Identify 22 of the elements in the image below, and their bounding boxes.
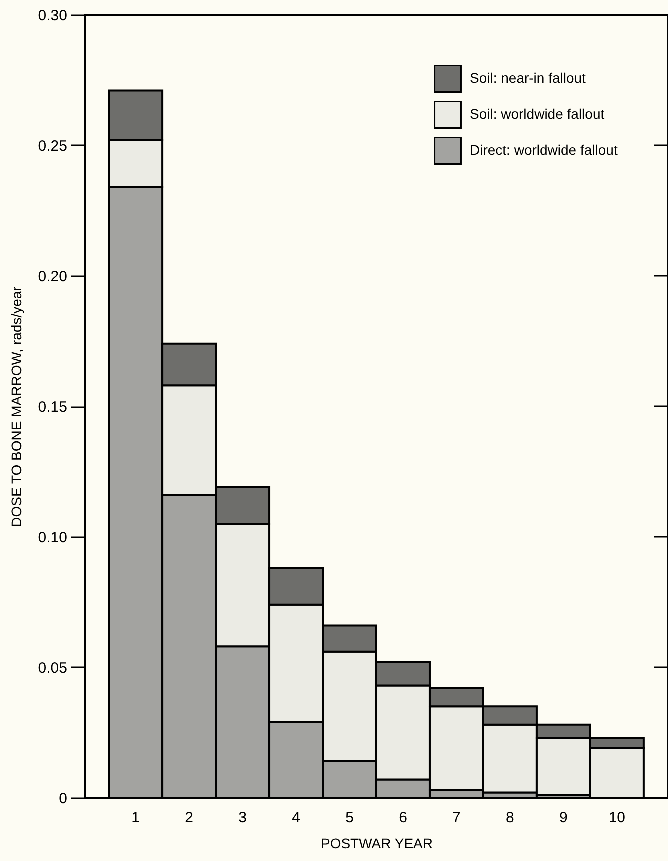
x-tick-label: 3: [238, 810, 247, 826]
x-tick-label: 9: [560, 810, 568, 826]
x-tick-label: 4: [292, 810, 300, 826]
y-tick-label: 0.15: [38, 399, 68, 416]
y-tick-label: 0.05: [38, 660, 68, 677]
legend-label: Soil: near-in fallout: [470, 70, 586, 86]
x-tick-label: 5: [346, 810, 354, 826]
x-tick-label: 2: [185, 810, 194, 826]
legend-label: Direct: worldwide fallout: [470, 142, 618, 158]
y-tick-label: 0.20: [38, 268, 68, 286]
y-tick-label: 0.25: [38, 138, 68, 155]
x-tick-label: 8: [506, 810, 514, 826]
x-axis-title: POSTWAR YEAR: [320, 836, 434, 852]
y-tick-label: 0.10: [38, 530, 68, 546]
x-tick-label: 7: [452, 810, 461, 826]
y-tick-label: 0.30: [38, 8, 68, 24]
x-tick-label: 1: [132, 810, 140, 826]
y-tick-label: 0: [59, 790, 68, 808]
legend-label: Soil: worldwide fallout: [470, 106, 605, 122]
x-tick-label: 6: [399, 810, 408, 826]
y-axis-title: DOSE TO BONE MARROW, rads/year: [8, 286, 24, 528]
x-tick-label: 10: [608, 810, 626, 826]
